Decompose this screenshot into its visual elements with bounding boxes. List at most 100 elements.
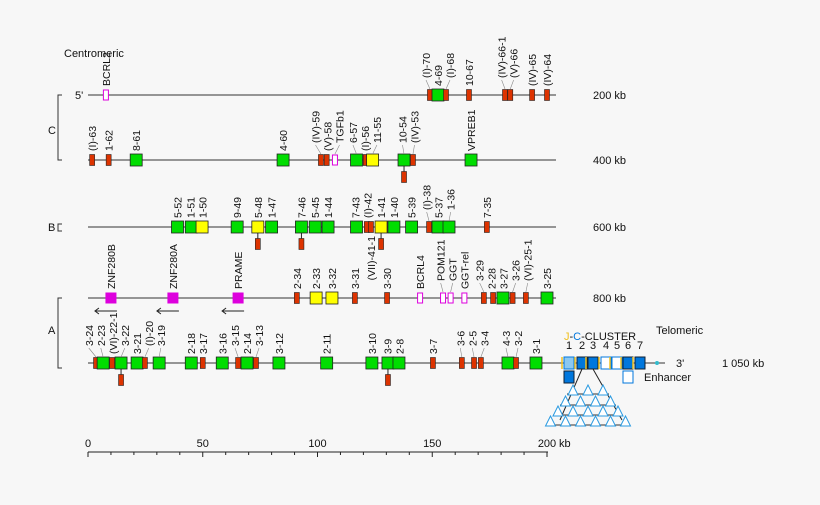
gene-functional — [350, 220, 363, 234]
gene-label: 3-21 — [132, 333, 144, 354]
region-brackets — [57, 94, 62, 369]
gene-label: 3-1 — [531, 339, 543, 354]
gene-label: BCRL4 — [415, 255, 427, 289]
triangle-icon — [559, 414, 572, 427]
triangle-icon — [604, 414, 617, 427]
gene-label: 8-61 — [131, 130, 143, 151]
gene-pseudo — [89, 154, 95, 166]
gene-label: (IV)-66-1 — [497, 36, 509, 78]
telomeric-label: Telomeric — [656, 325, 704, 337]
label-leader-line — [158, 347, 162, 358]
gene-functional — [321, 220, 335, 234]
gene-label: 3-2 — [513, 331, 525, 346]
gene-pseudo — [459, 357, 465, 369]
label-leader-line — [450, 282, 453, 293]
gene-functional — [501, 356, 515, 370]
gene-non_ig — [105, 292, 117, 304]
gene-label: 2-5 — [467, 331, 479, 346]
gene-label: (VI)-25-1 — [523, 239, 535, 281]
gene-label: 6-57 — [348, 122, 360, 143]
gene-functional — [272, 356, 286, 370]
enhancer-dot — [655, 361, 659, 365]
gene-label: 2-33 — [311, 268, 323, 289]
gene-pseudo — [318, 154, 324, 166]
gene-orf — [309, 291, 323, 305]
jc-number: 3 — [590, 340, 596, 352]
gene-label: BCRL2 — [101, 52, 113, 86]
gene-label: 7-46 — [296, 197, 308, 218]
scale-tick-label: 100 — [308, 438, 326, 450]
gene-functional — [431, 220, 445, 234]
gene-label: 2-14 — [242, 333, 254, 354]
gene-pseudo — [410, 154, 416, 166]
gene-pseudo — [523, 292, 529, 304]
gene-pseudo — [529, 89, 535, 101]
gene-label: 7-35 — [482, 197, 494, 218]
scale-tick-label: 50 — [197, 438, 209, 450]
gene-pseudo — [443, 89, 449, 101]
c-segment-filled — [634, 356, 646, 370]
gene-orf — [374, 220, 388, 234]
gene-functional — [320, 356, 334, 370]
gene-pseudo — [323, 154, 330, 166]
label-leader-line — [412, 144, 415, 155]
gene-label: (V)-66 — [509, 49, 521, 78]
gene-label: 5-48 — [253, 197, 265, 218]
gene-pseudo — [199, 357, 206, 369]
gene-label: 2-18 — [186, 333, 198, 354]
label-leader-line — [255, 347, 260, 358]
gene-label: 3-10 — [367, 333, 379, 354]
label-leader-line — [525, 282, 528, 293]
gene-label: 3-16 — [217, 333, 229, 354]
gene-label: 3-32 — [327, 268, 339, 289]
label-leader-line — [120, 347, 126, 358]
gene-pseudo — [490, 292, 496, 304]
gene-pseudo — [484, 221, 490, 233]
gene-non_ig_open — [417, 292, 424, 304]
gene-pseudo — [352, 292, 358, 304]
label-leader-line — [448, 211, 451, 222]
gene-label: (VI)-22-1 — [108, 312, 120, 354]
gene-functional — [265, 220, 279, 234]
label-leader-line — [372, 144, 378, 155]
gene-functional — [540, 291, 554, 305]
gene-pseudo — [466, 89, 472, 101]
label-leader-line — [100, 347, 104, 358]
gene-orf — [325, 291, 339, 305]
gene-label: 3-17 — [198, 333, 210, 354]
label-leader-line — [88, 347, 97, 358]
gene-label: 1-50 — [198, 197, 210, 218]
gene-functional — [171, 220, 184, 234]
gene-functional — [397, 153, 411, 167]
gene-pseudo — [430, 357, 436, 369]
label-leader-line — [445, 79, 451, 90]
c-segment-hatched — [563, 356, 575, 370]
jc-cluster-title: J-C-CLUSTER — [564, 331, 636, 343]
gene-functional — [308, 220, 322, 234]
gene-pseudo — [235, 357, 241, 369]
label-leader-line — [515, 347, 519, 358]
gene-label: 3-13 — [254, 325, 266, 346]
label-leader-line — [480, 347, 485, 358]
triangle-icon — [619, 414, 632, 427]
gene-label: 5-39 — [407, 197, 419, 218]
jc-pendant-filled — [563, 370, 575, 384]
gene-functional — [496, 291, 510, 305]
gene-label: 3-24 — [84, 325, 96, 346]
three-prime-label: 3' — [676, 358, 684, 370]
orientation-arrow — [221, 307, 245, 315]
gene-label: 3-29 — [475, 260, 487, 281]
gene-pseudo — [142, 357, 148, 369]
triangle-icon — [567, 404, 579, 417]
gene-label: (I)-38 — [422, 185, 434, 210]
gene-functional — [392, 356, 406, 370]
gene-label: 2-11 — [322, 334, 334, 354]
gene-pseudo — [481, 292, 487, 304]
gene-label: 7-43 — [351, 197, 363, 218]
gene-pseudo — [509, 292, 516, 304]
gene-label: 1-40 — [389, 197, 401, 218]
gene-pseudo — [426, 221, 432, 233]
gene-functional — [184, 356, 198, 370]
